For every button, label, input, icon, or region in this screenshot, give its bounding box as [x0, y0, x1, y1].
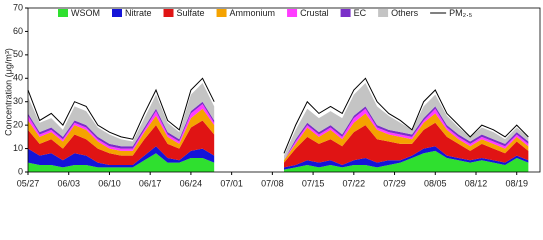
x-tick-label: 08/12 [465, 178, 488, 188]
y-tick-label: 40 [13, 73, 23, 83]
area-others [284, 82, 529, 161]
y-tick-label: 20 [13, 120, 23, 130]
y-tick-label: 70 [13, 2, 23, 12]
legend-swatch [340, 9, 351, 17]
pm25-line [27, 77, 215, 140]
legend-label: Crustal [300, 8, 329, 18]
area-ec [284, 106, 529, 161]
legend-swatch [163, 9, 174, 17]
x-tick-label: 07/08 [261, 178, 284, 188]
legend-label: Nitrate [125, 8, 152, 18]
x-tick-label: 06/10 [98, 178, 121, 188]
x-tick-label: 07/01 [220, 178, 243, 188]
legend-label: PM₂.₅ [449, 8, 472, 18]
pm25-line [283, 77, 529, 154]
area-ammonium [284, 113, 529, 163]
x-tick-label: 06/17 [139, 178, 162, 188]
legend-swatch [58, 9, 68, 17]
area-nitrate [28, 146, 215, 168]
y-tick-label: 50 [13, 49, 23, 59]
legend-swatch [378, 9, 389, 17]
area-sulfate [28, 120, 215, 165]
plot-frame [27, 7, 541, 173]
area-wsom [28, 153, 215, 172]
x-tick-label: 08/19 [505, 178, 528, 188]
x-tick-label: 05/27 [17, 178, 40, 188]
legend-swatch [287, 9, 298, 17]
x-tick-label: 06/24 [180, 178, 203, 188]
area-sulfate [284, 122, 529, 168]
x-tick-label: 06/03 [57, 178, 80, 188]
y-tick-label: 30 [13, 96, 23, 106]
y-tick-label: 60 [13, 26, 23, 36]
legend-label: Ammonium [230, 8, 276, 18]
area-wsom [284, 150, 529, 172]
legend-label: WSOM [71, 8, 100, 18]
y-tick-label: 10 [13, 143, 23, 153]
area-ammonium [28, 108, 215, 156]
x-tick-label: 07/15 [302, 178, 325, 188]
y-tick-label: 0 [18, 166, 23, 176]
area-nitrate [284, 146, 529, 170]
x-tick-label: 08/05 [424, 178, 447, 188]
x-tick-label: 07/22 [343, 178, 366, 188]
legend-label: Others [391, 8, 419, 18]
area-others [28, 82, 215, 147]
legend-label: EC [354, 8, 367, 18]
y-axis-label: Concentration (μg/m³) [3, 48, 13, 136]
legend-swatch [216, 9, 227, 17]
x-tick-label: 07/29 [383, 178, 406, 188]
chart: Concentration (μg/m³) 0 10 20 30 40 50 60 70 05/… [3, 2, 541, 188]
legend-swatch [112, 9, 122, 17]
legend-label: Sulfate [177, 8, 205, 18]
